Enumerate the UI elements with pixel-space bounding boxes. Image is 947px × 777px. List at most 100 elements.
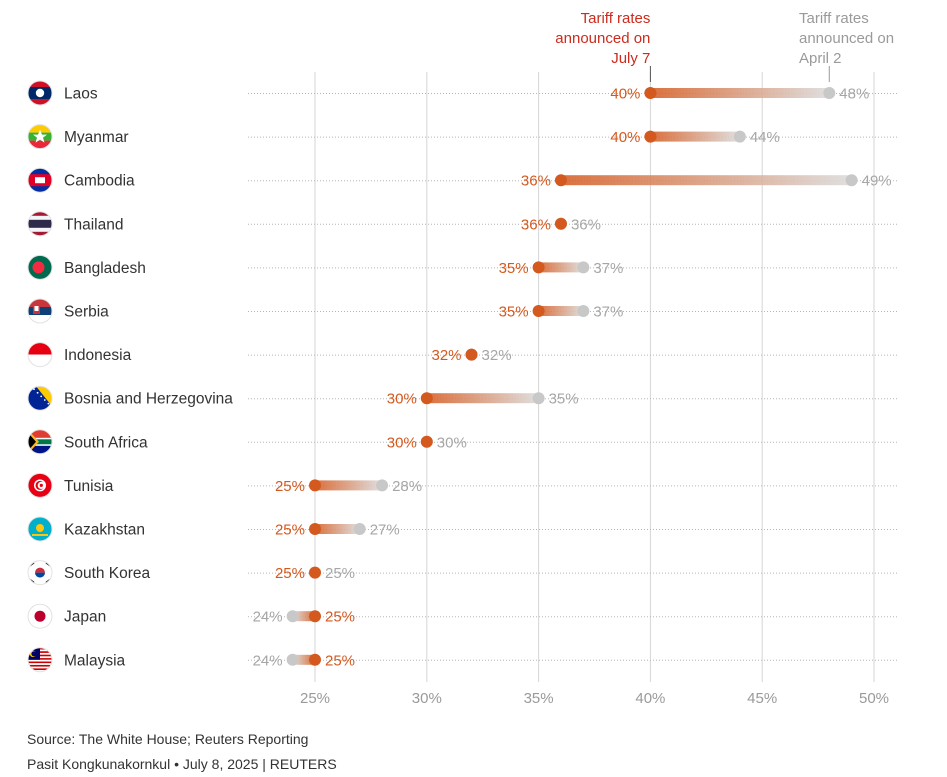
change-bar bbox=[315, 480, 383, 491]
change-bar bbox=[292, 611, 315, 622]
value-label-april2: 49% bbox=[862, 173, 892, 190]
legend-april2-label: April 2 bbox=[799, 50, 842, 67]
bosnia-flag-icon bbox=[28, 386, 52, 411]
value-label-july7: 30% bbox=[387, 434, 417, 451]
dot-july7 bbox=[644, 130, 657, 143]
value-label-april2: 32% bbox=[482, 347, 512, 364]
country-label: Japan bbox=[64, 609, 106, 626]
tunisia-flag-icon bbox=[28, 473, 52, 498]
dot-july7 bbox=[309, 566, 321, 579]
dot-april2 bbox=[577, 261, 590, 274]
value-label-july7: 35% bbox=[499, 260, 529, 277]
value-label-april2: 37% bbox=[593, 304, 623, 321]
country-label: Tunisia bbox=[64, 478, 114, 495]
value-label-july7: 30% bbox=[387, 391, 417, 408]
value-label-april2: 25% bbox=[325, 565, 355, 582]
dot-july7 bbox=[554, 174, 567, 187]
country-label: Malaysia bbox=[64, 652, 126, 669]
row-japan: Japan 25% 24% bbox=[27, 603, 898, 629]
legend-april2-label: Tariff rates bbox=[799, 10, 869, 27]
kazakhstan-flag-icon bbox=[28, 517, 52, 541]
value-label-april2: 24% bbox=[253, 609, 283, 626]
value-label-july7: 25% bbox=[275, 478, 305, 495]
dot-july7 bbox=[309, 610, 321, 623]
row-indonesia: Indonesia 32% 32% bbox=[27, 342, 898, 368]
x-tick-label: 40% bbox=[635, 690, 665, 707]
value-label-july7: 25% bbox=[325, 652, 355, 669]
legend-april2-label: announced on bbox=[799, 30, 894, 47]
myanmar-flag-icon bbox=[28, 124, 52, 149]
japan-flag-icon bbox=[28, 604, 52, 629]
legend-july7-label: Tariff rates bbox=[581, 10, 651, 27]
laos-flag-icon bbox=[28, 81, 52, 105]
dot-april2 bbox=[845, 174, 858, 187]
value-label-april2: 24% bbox=[253, 652, 283, 669]
row-serbia: Serbia 35% 37% bbox=[27, 298, 898, 324]
value-label-april2: 48% bbox=[839, 86, 869, 103]
change-bar bbox=[650, 131, 740, 142]
dot-july7 bbox=[532, 305, 545, 317]
country-label: Indonesia bbox=[64, 347, 132, 364]
change-bar bbox=[315, 524, 360, 534]
row-bangladesh: Bangladesh 35% 37% bbox=[27, 254, 898, 280]
value-label-july7: 25% bbox=[275, 565, 305, 582]
dot-july7 bbox=[554, 217, 567, 230]
serbia-flag-icon bbox=[28, 299, 52, 323]
legend-july7-label: announced on bbox=[555, 30, 650, 47]
value-label-july7: 25% bbox=[275, 522, 305, 539]
dot-april2 bbox=[376, 479, 389, 492]
value-label-april2: 44% bbox=[750, 129, 780, 146]
cambodia-flag-icon bbox=[28, 168, 52, 193]
value-label-april2: 35% bbox=[549, 391, 579, 408]
dot-april2 bbox=[577, 305, 590, 317]
country-label: Cambodia bbox=[64, 173, 135, 190]
value-label-april2: 37% bbox=[593, 260, 623, 277]
dot-july7 bbox=[309, 479, 321, 492]
row-myanmar: Myanmar 40% 44% bbox=[27, 124, 898, 150]
change-bar bbox=[650, 88, 830, 98]
row-cambodia: Cambodia 36% 49% bbox=[27, 167, 898, 193]
dot-july7 bbox=[309, 523, 321, 535]
change-bar bbox=[538, 262, 584, 273]
value-label-july7: 36% bbox=[521, 216, 551, 233]
source-note: Source: The White House; Reuters Reporti… bbox=[27, 731, 309, 747]
dot-april2 bbox=[286, 610, 299, 623]
country-label: Bangladesh bbox=[64, 260, 146, 277]
dot-july7 bbox=[420, 392, 433, 405]
dot-july7 bbox=[644, 87, 657, 99]
value-label-april2: 27% bbox=[370, 522, 400, 539]
change-bar bbox=[426, 393, 539, 404]
value-label-july7: 25% bbox=[325, 609, 355, 626]
indonesia-flag-icon bbox=[28, 342, 52, 367]
legend-july7-label: July 7 bbox=[611, 50, 650, 67]
x-tick-label: 50% bbox=[859, 690, 889, 707]
value-label-july7: 36% bbox=[521, 173, 551, 190]
country-label: Thailand bbox=[64, 216, 123, 233]
x-tick-label: 25% bbox=[300, 690, 330, 707]
value-label-april2: 28% bbox=[392, 478, 422, 495]
x-tick-label: 30% bbox=[412, 690, 442, 707]
dot-july7 bbox=[465, 348, 478, 361]
dot-april2 bbox=[823, 87, 836, 99]
value-label-april2: 30% bbox=[437, 434, 467, 451]
bangladesh-flag-icon bbox=[28, 255, 52, 280]
dot-april2 bbox=[532, 392, 545, 405]
dot-july7 bbox=[309, 653, 321, 666]
dot-april2 bbox=[353, 523, 366, 535]
row-malaysia: Malaysia 25% 24% bbox=[27, 647, 898, 673]
country-label: Myanmar bbox=[64, 129, 129, 146]
value-label-july7: 35% bbox=[499, 304, 529, 321]
row-tunisia: Tunisia 25% 28% bbox=[27, 472, 898, 498]
country-label: Serbia bbox=[64, 304, 109, 321]
country-label: South Africa bbox=[64, 434, 148, 451]
change-bar bbox=[538, 306, 584, 316]
dot-july7 bbox=[532, 261, 545, 274]
country-label: Laos bbox=[64, 86, 98, 103]
value-label-july7: 32% bbox=[431, 347, 461, 364]
thailand-flag-icon bbox=[28, 211, 52, 236]
south-africa-flag-icon bbox=[28, 429, 52, 454]
value-label-july7: 40% bbox=[610, 86, 640, 103]
value-label-april2: 36% bbox=[571, 216, 601, 233]
south-korea-flag-icon bbox=[28, 560, 52, 585]
